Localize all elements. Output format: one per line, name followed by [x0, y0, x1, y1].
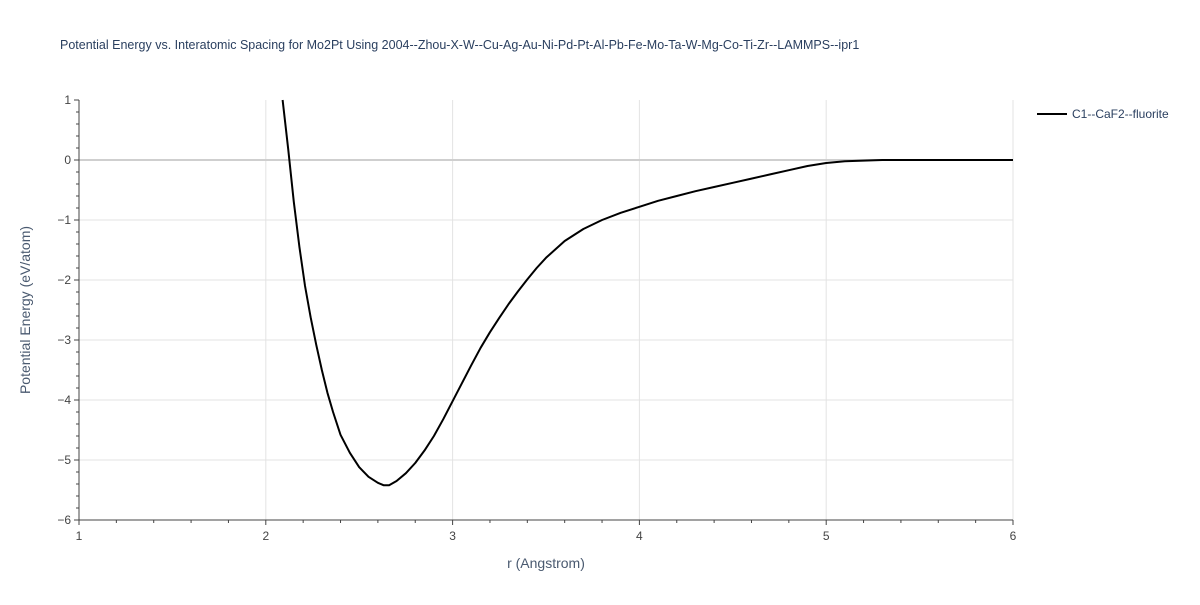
legend[interactable]: C1--CaF2--fluorite: [1037, 107, 1169, 121]
x-tick-label: 2: [262, 529, 269, 543]
legend-item[interactable]: C1--CaF2--fluorite: [1037, 107, 1169, 121]
y-tick-label: −2: [57, 273, 71, 287]
legend-label: C1--CaF2--fluorite: [1072, 107, 1169, 121]
x-tick-label: 5: [823, 529, 830, 543]
tick-labels: 1 2 3 4 5 6 1 0 −1 −2 −3 −4 −5 −6: [57, 93, 1016, 543]
y-tick-label: −3: [57, 333, 71, 347]
series-line: [281, 99, 1013, 487]
y-tick-label: −4: [57, 393, 71, 407]
x-tick-label: 3: [449, 529, 456, 543]
y-axis-title: Potential Energy (eV/atom): [17, 226, 33, 394]
series-lines: [281, 99, 1013, 487]
x-tick-label: 1: [76, 529, 83, 543]
y-tick-label: −5: [57, 453, 71, 467]
chart-title: Potential Energy vs. Interatomic Spacing…: [60, 38, 859, 52]
y-tick-label: −1: [57, 213, 71, 227]
y-tick-label: 0: [64, 153, 71, 167]
x-tick-label: 4: [636, 529, 643, 543]
x-tick-label: 6: [1010, 529, 1017, 543]
y-tick-label: 1: [64, 93, 71, 107]
grid-lines: [79, 100, 1014, 520]
axes: [74, 99, 1014, 525]
y-tick-label: −6: [57, 513, 71, 527]
x-axis-title: r (Angstrom): [507, 555, 585, 571]
